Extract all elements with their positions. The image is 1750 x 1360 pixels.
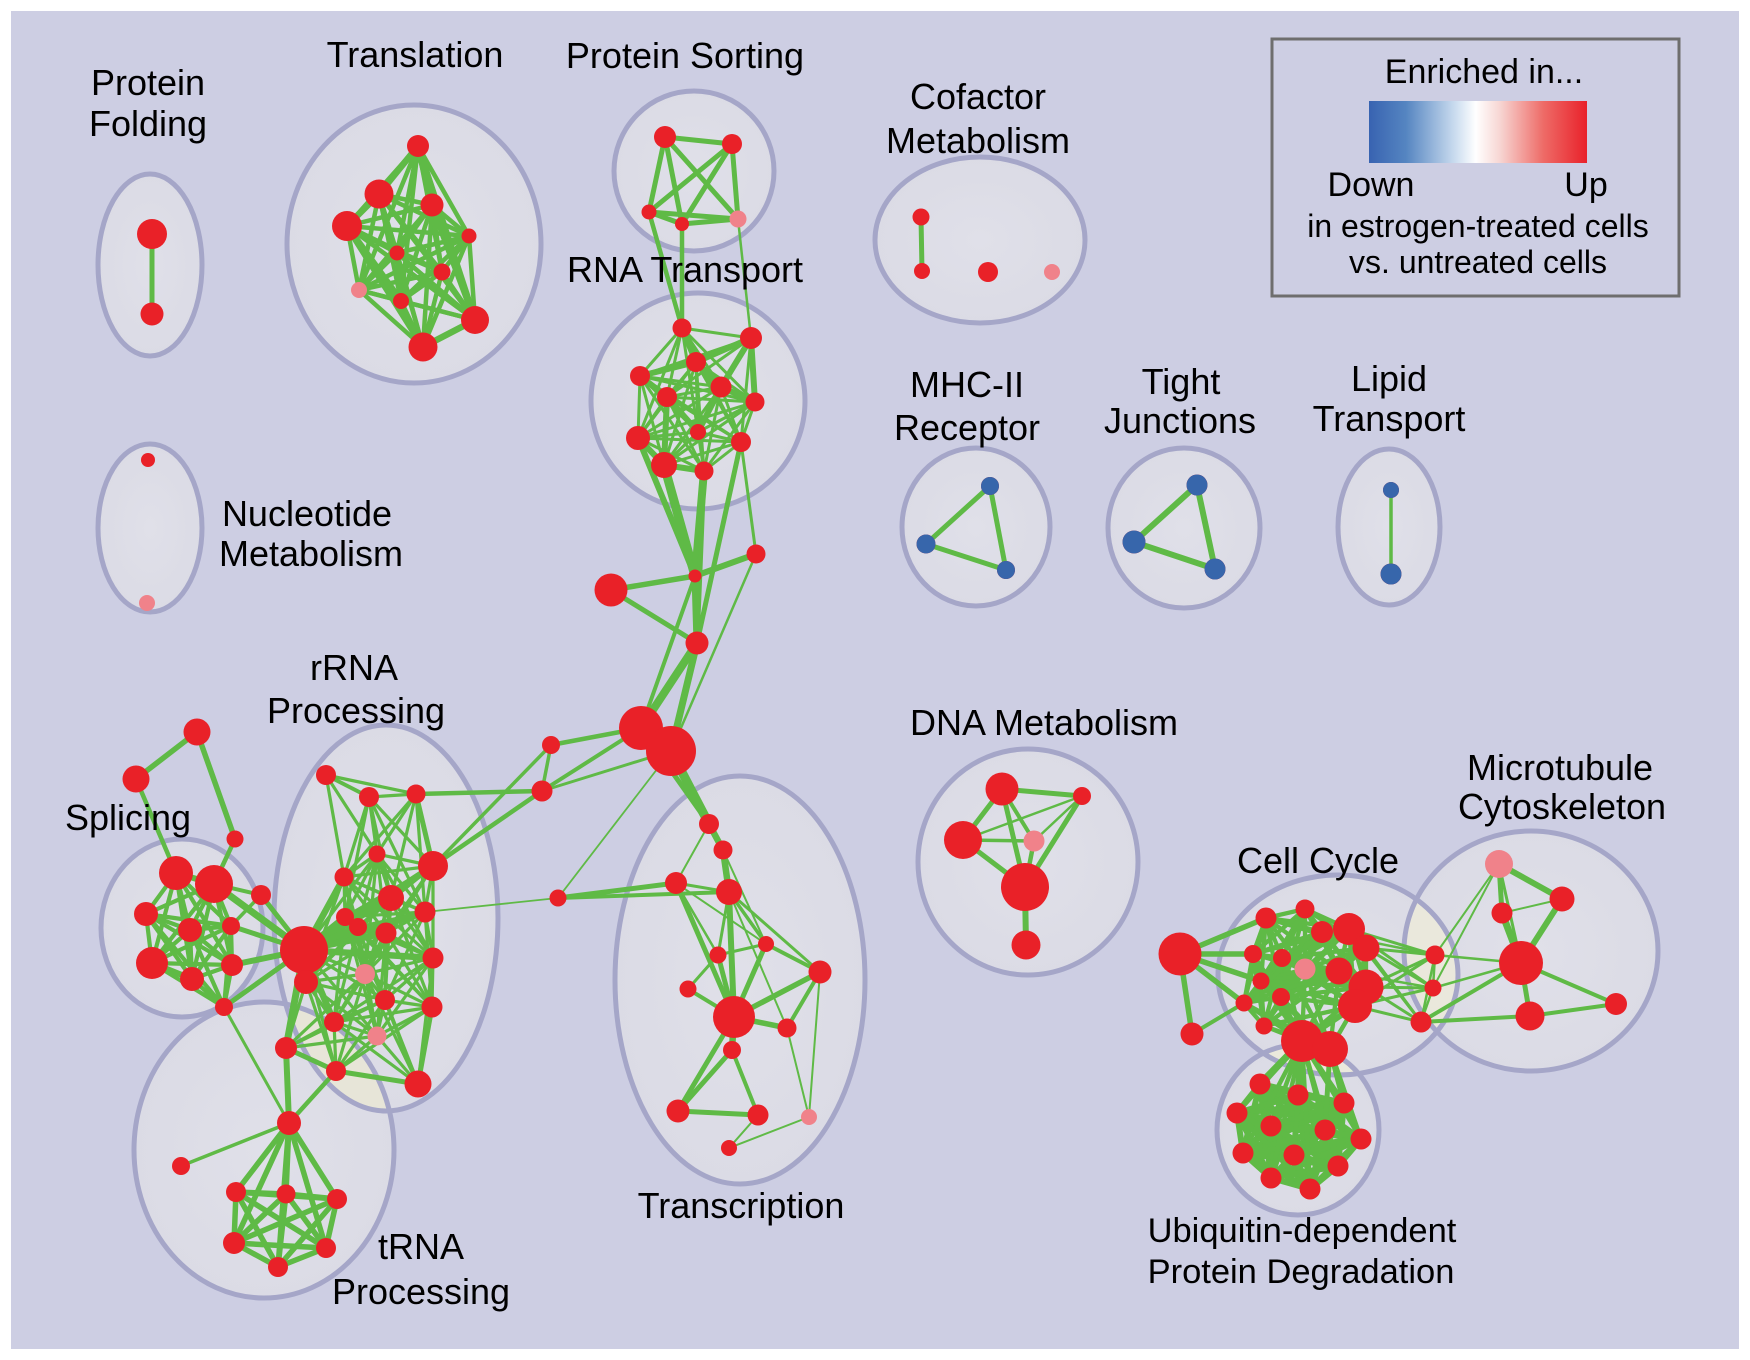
svg-text:RNA Transport: RNA Transport xyxy=(567,249,803,290)
svg-text:Tight: Tight xyxy=(1142,361,1221,402)
svg-text:Junctions: Junctions xyxy=(1104,400,1256,441)
svg-text:Lipid: Lipid xyxy=(1351,358,1427,399)
svg-text:Receptor: Receptor xyxy=(894,407,1040,448)
svg-text:Enriched in...: Enriched in... xyxy=(1385,53,1583,91)
svg-text:Transport: Transport xyxy=(1313,398,1466,439)
svg-text:Protein: Protein xyxy=(91,62,205,103)
svg-text:Cytoskeleton: Cytoskeleton xyxy=(1458,786,1666,827)
svg-text:vs. untreated cells: vs. untreated cells xyxy=(1349,244,1607,280)
svg-text:Processing: Processing xyxy=(332,1271,510,1312)
svg-text:Metabolism: Metabolism xyxy=(219,533,403,574)
svg-text:Microtubule: Microtubule xyxy=(1467,747,1653,788)
svg-text:Ubiquitin-dependent: Ubiquitin-dependent xyxy=(1148,1212,1457,1250)
svg-text:Folding: Folding xyxy=(89,103,207,144)
svg-text:Transcription: Transcription xyxy=(638,1185,845,1226)
svg-text:Nucleotide: Nucleotide xyxy=(222,493,392,534)
svg-text:Cell Cycle: Cell Cycle xyxy=(1237,840,1399,881)
svg-text:Protein Sorting: Protein Sorting xyxy=(566,35,804,76)
svg-text:DNA Metabolism: DNA Metabolism xyxy=(910,702,1178,743)
svg-text:Protein Degradation: Protein Degradation xyxy=(1148,1253,1455,1291)
svg-text:tRNA: tRNA xyxy=(378,1226,464,1267)
svg-text:rRNA: rRNA xyxy=(310,647,398,688)
svg-text:Down: Down xyxy=(1328,166,1415,204)
svg-text:Up: Up xyxy=(1564,166,1607,204)
svg-text:in estrogen-treated cells: in estrogen-treated cells xyxy=(1307,208,1649,244)
svg-text:Metabolism: Metabolism xyxy=(886,120,1070,161)
svg-text:Cofactor: Cofactor xyxy=(910,76,1046,117)
svg-text:Translation: Translation xyxy=(327,34,504,75)
svg-text:Splicing: Splicing xyxy=(65,797,191,838)
svg-text:MHC-II: MHC-II xyxy=(910,364,1024,405)
svg-text:Processing: Processing xyxy=(267,690,445,731)
